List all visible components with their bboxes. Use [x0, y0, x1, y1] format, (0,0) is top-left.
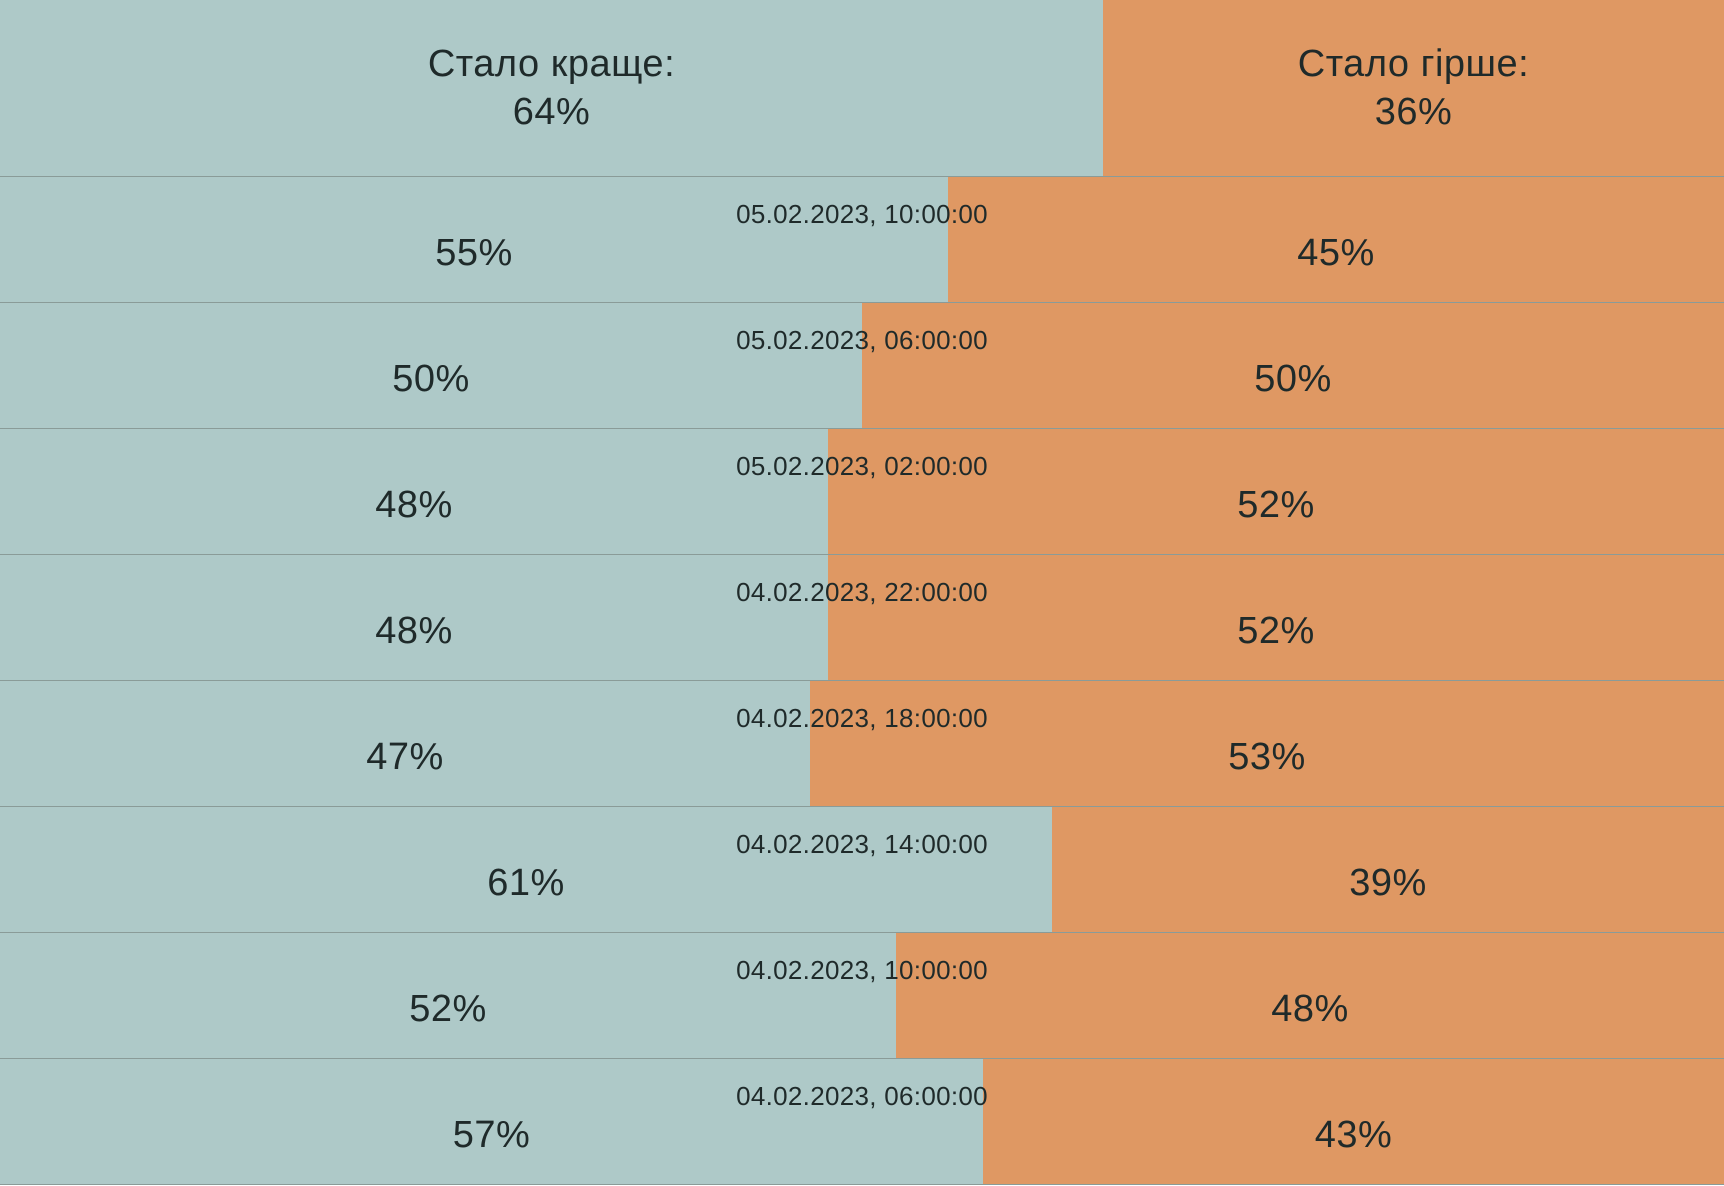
row-divider	[0, 680, 1724, 681]
row-timestamp: 04.02.2023, 14:00:00	[736, 829, 988, 859]
bar-better-segment	[0, 681, 810, 807]
row-divider	[0, 176, 1724, 177]
bar-better-segment	[0, 555, 828, 681]
better-value-label: 57%	[452, 1114, 531, 1156]
bar-row: 04.02.2023, 14:00:00 61% 39%	[0, 807, 1724, 933]
better-value-label: 55%	[435, 232, 513, 274]
row-timestamp: 05.02.2023, 02:00:00	[736, 451, 988, 481]
bar-worse-segment	[948, 177, 1724, 303]
bar-worse-segment	[983, 1059, 1724, 1185]
worse-value-label: 52%	[1237, 610, 1315, 652]
worse-label-text: Стало гірше:	[1297, 43, 1530, 85]
summary-worse-label: Стало гірше: 36%	[1298, 40, 1529, 136]
better-label-text: Стало краще:	[427, 43, 676, 85]
row-divider	[0, 428, 1724, 429]
row-divider	[0, 1058, 1724, 1059]
row-timestamp: 05.02.2023, 10:00:00	[736, 199, 988, 229]
bar-better-segment	[0, 177, 948, 303]
bar-row: 05.02.2023, 02:00:00 48% 52%	[0, 429, 1724, 555]
row-timestamp: 04.02.2023, 18:00:00	[736, 703, 988, 733]
bar-row: 04.02.2023, 18:00:00 47% 53%	[0, 681, 1724, 807]
summary-better-label: Стало краще: 64%	[428, 40, 675, 136]
row-timestamp: 05.02.2023, 06:00:00	[736, 325, 988, 355]
bar-row: 04.02.2023, 10:00:00 52% 48%	[0, 933, 1724, 1059]
worse-summary-value: 36%	[1374, 91, 1453, 133]
summary-worse-segment	[1103, 0, 1724, 177]
better-value-label: 48%	[375, 484, 453, 526]
better-value-label: 61%	[487, 862, 565, 904]
worse-value-label: 39%	[1349, 862, 1427, 904]
row-divider	[0, 932, 1724, 933]
bar-row: 04.02.2023, 22:00:00 48% 52%	[0, 555, 1724, 681]
worse-value-label: 52%	[1237, 484, 1315, 526]
bar-worse-segment	[810, 681, 1724, 807]
bar-worse-segment	[828, 429, 1724, 555]
worse-value-label: 48%	[1271, 988, 1349, 1030]
worse-value-label: 50%	[1254, 358, 1332, 400]
bar-better-segment	[0, 807, 1052, 933]
row-divider	[0, 1184, 1724, 1185]
row-divider	[0, 554, 1724, 555]
bar-worse-segment	[828, 555, 1724, 681]
better-value-label: 47%	[366, 736, 444, 778]
worse-value-label: 43%	[1314, 1114, 1393, 1156]
bar-better-segment	[0, 1059, 983, 1185]
better-value-label: 52%	[409, 988, 487, 1030]
summary-row: Стало краще: 64% Стало гірше: 36%	[0, 0, 1724, 177]
better-value-label: 50%	[392, 358, 470, 400]
worse-value-label: 53%	[1228, 736, 1306, 778]
bar-worse-segment	[1052, 807, 1724, 933]
bar-better-segment	[0, 303, 862, 429]
row-timestamp: 04.02.2023, 06:00:00	[736, 1081, 988, 1111]
better-value-label: 48%	[375, 610, 453, 652]
summary-better-segment	[0, 0, 1103, 177]
bar-worse-segment	[896, 933, 1724, 1059]
bar-row: 05.02.2023, 10:00:00 55% 45%	[0, 177, 1724, 303]
bar-row: 05.02.2023, 06:00:00 50% 50%	[0, 303, 1724, 429]
row-divider	[0, 302, 1724, 303]
worse-value-label: 45%	[1297, 232, 1375, 274]
better-summary-value: 64%	[512, 91, 591, 133]
row-timestamp: 04.02.2023, 22:00:00	[736, 577, 988, 607]
row-divider	[0, 806, 1724, 807]
row-timestamp: 04.02.2023, 10:00:00	[736, 955, 988, 985]
bar-better-segment	[0, 429, 828, 555]
bar-better-segment	[0, 933, 896, 1059]
bar-worse-segment	[862, 303, 1724, 429]
bar-row: 04.02.2023, 06:00:00 57% 43%	[0, 1059, 1724, 1185]
